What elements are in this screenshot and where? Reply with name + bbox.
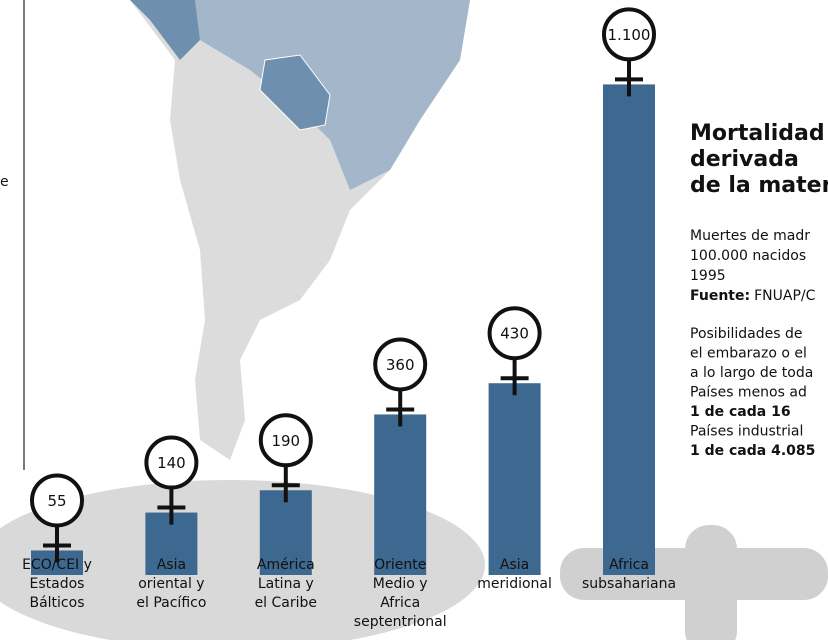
subtitle: 1995 <box>690 268 726 284</box>
x-tick-label: ECO/CEI y <box>22 557 92 573</box>
x-tick-label: Asia <box>500 557 529 573</box>
fragment: e <box>0 174 9 190</box>
x-tick-label: el Pacífico <box>136 595 206 611</box>
value-label: 140 <box>157 454 186 472</box>
title: derivada <box>690 147 799 172</box>
x-tick-label: Latina y <box>258 576 314 592</box>
x-tick-label: meridional <box>477 576 552 592</box>
note: 1 de cada 4.085 <box>690 443 815 459</box>
value-label: 55 <box>47 492 66 510</box>
note: a lo largo de toda <box>690 365 813 381</box>
bar <box>603 84 655 576</box>
symbol-ring <box>30 473 84 528</box>
symbol-ring <box>602 7 656 62</box>
note: 1 de cada 16 <box>690 404 791 420</box>
x-tick-label: Estados <box>30 576 85 592</box>
subtitle: Muertes de madr <box>690 228 810 244</box>
value-label: 430 <box>500 325 529 343</box>
symbol-ring <box>258 413 313 468</box>
bar <box>259 490 312 575</box>
note: el embarazo o el <box>690 346 807 362</box>
title: de la mater <box>690 173 828 198</box>
x-tick-label: oriental y <box>138 576 204 592</box>
x-tick-label: Bálticos <box>29 595 84 611</box>
source: Fuente: FNUAP/C <box>690 288 816 304</box>
x-tick-label: Africa <box>609 557 649 573</box>
symbol-ring <box>144 435 199 490</box>
value-label: 360 <box>386 356 415 374</box>
x-tick-label: Asia <box>157 557 186 573</box>
symbol-ring <box>373 337 428 392</box>
x-tick-label: subsahariana <box>582 576 676 592</box>
bar <box>374 414 427 575</box>
x-tick-label: el Caribe <box>255 595 317 611</box>
note: Países industrial <box>690 424 803 440</box>
x-tick-label: septentrional <box>354 614 447 630</box>
value-label: 190 <box>271 432 300 450</box>
subtitle: 100.000 nacidos <box>690 248 806 264</box>
x-tick-label: Africa <box>380 595 420 611</box>
x-tick-label: América <box>257 557 315 573</box>
bar <box>488 383 541 575</box>
note: Países menos ad <box>690 385 807 401</box>
x-tick-label: Medio y <box>373 576 428 592</box>
title: Mortalidad <box>690 121 825 146</box>
value-label: 1.100 <box>608 26 651 44</box>
source-label: Fuente: <box>690 288 750 304</box>
symbol-ring <box>487 306 542 361</box>
x-tick-label: Oriente <box>374 557 426 573</box>
source-text: FNUAP/C <box>754 288 816 304</box>
note: Posibilidades de <box>690 326 802 342</box>
